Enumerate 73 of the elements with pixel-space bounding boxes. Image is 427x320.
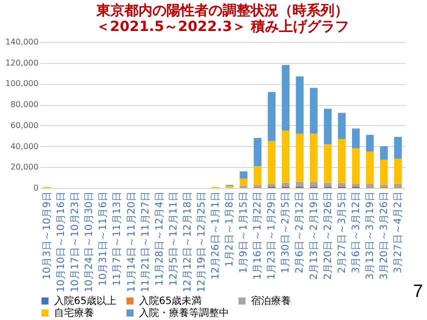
bar [380,160,388,185]
x-tick-label: 1月16日～1月22日 [252,192,264,280]
x-tick-label: 1月2日～1月8日 [224,192,236,267]
bar [282,130,290,183]
bar [310,134,318,182]
bar [352,128,360,148]
bar [394,158,402,184]
x-tick-label: 2月20日～2月26日 [322,192,334,280]
x-tick-label: 12月26日～1月1日 [210,192,222,280]
legend-label: 入院65歳未満 [139,295,202,307]
x-tick-label: 3月13日～3月19日 [364,192,376,280]
y-tick-label: 120,000 [5,58,38,68]
bar [366,152,374,184]
y-tick-label: 60,000 [10,120,38,130]
bar [366,134,374,152]
y-tick-label: 80,000 [10,100,38,110]
bar [310,88,318,134]
x-tick-label: 11月7日～11月13日 [112,192,124,286]
x-tick-label: 3月6日～3月12日 [350,192,362,274]
y-tick-label: 0 [33,184,38,192]
bar [338,138,346,183]
bar [254,166,262,185]
bar [268,92,276,142]
bar [296,76,304,134]
x-tick-label: 1月23日～1月29日 [266,192,278,280]
bar [310,182,318,186]
x-tick-label: 11月28日～12月4日 [154,192,166,286]
x-tick-label: 12月12日～12月18日 [182,192,194,292]
bar [366,184,374,187]
x-tick-label: 2月13日～2月19日 [308,192,320,280]
bar [338,112,346,139]
bar [324,144,332,183]
text: 東京都内の陽性者の調整状況（時系列） [96,3,348,19]
text: 7 [412,281,423,302]
bar [282,182,290,186]
bar [240,171,248,179]
x-tick-label: 11月14日～11月20日 [126,192,138,292]
x-tick-label: 11月21日～11月27日 [140,192,152,292]
x-tick-label: 1月30日～2月5日 [280,192,292,274]
x-tick-label: 10月17日～10月23日 [70,192,82,292]
bar [324,108,332,144]
x-tick-label: 10月10日～10月16日 [56,192,68,292]
legend-label: 入院65歳以上 [54,295,117,307]
y-tick-label: 140,000 [5,38,38,46]
x-tick-label: 10月24日～10月30日 [84,192,96,292]
legend-label: 入院・療養等調整中 [139,307,229,319]
bar [338,182,346,186]
bar [254,138,262,166]
bar [240,178,248,186]
x-tick-label: 2月6日～2月12日 [294,192,306,274]
x-tick-label: 1月9日～1月15日 [238,192,250,274]
bar [324,182,332,186]
y-tick-label: 20,000 [10,162,38,172]
x-tick-label: 10月3日～10月9日 [42,192,54,280]
x-tick-label: 2月27日～3月5日 [336,192,348,274]
bar [394,136,402,159]
legend-label: 宿泊療養 [251,295,291,307]
bar [296,182,304,186]
x-tick-label: 3月20日～3月26日 [378,192,390,280]
x-tick-label: 12月5日～12月11日 [168,192,180,286]
y-tick-label: 40,000 [10,142,38,151]
bar [282,64,290,131]
y-tick-label: 100,000 [5,79,38,88]
bar [352,148,360,184]
x-tick-label: 12月19日～12月25日 [196,192,208,292]
x-tick-label: 10月31日～11月6日 [98,192,110,286]
bar [296,134,304,182]
x-tick-label: 3月27日～4月2日 [392,192,404,274]
bar [268,141,276,184]
bar [380,146,388,160]
legend-label: 自宅療養 [54,307,94,319]
text: ＜2021.5～2022.3＞ 積み上げグラフ [96,19,349,35]
bar [394,184,402,187]
